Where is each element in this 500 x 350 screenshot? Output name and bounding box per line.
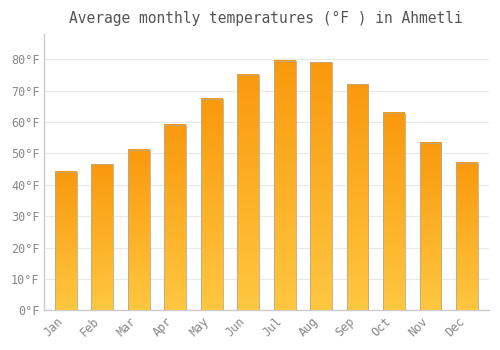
Title: Average monthly temperatures (°F ) in Ahmetli: Average monthly temperatures (°F ) in Ah… [70,11,463,26]
